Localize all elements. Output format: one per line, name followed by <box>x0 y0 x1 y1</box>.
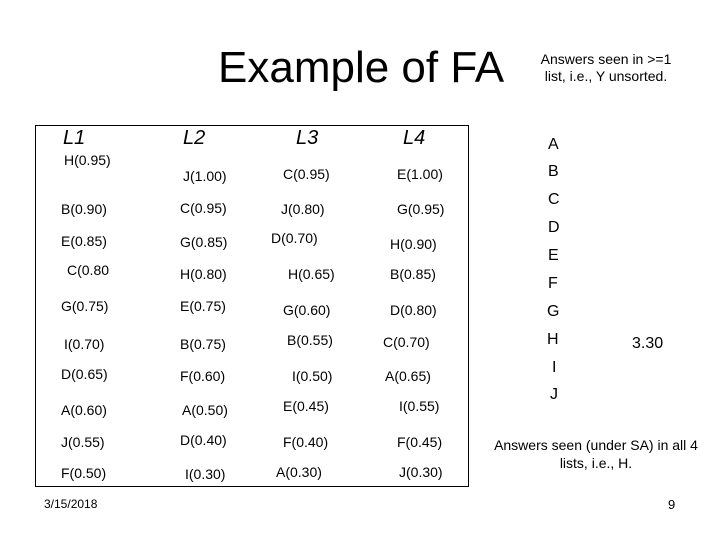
note-seen-all-lists: Answers seen (under SA) in all 4 lists, … <box>494 437 698 471</box>
l3-entry: B(0.55) <box>287 332 333 348</box>
l1-entry: J(0.55) <box>61 434 105 450</box>
seen-letter: H <box>547 331 559 348</box>
l2-entry: E(0.75) <box>180 298 226 314</box>
l2-entry: C(0.95) <box>180 200 227 216</box>
l3-entry: E(0.45) <box>283 398 329 414</box>
header-l2: L2 <box>183 127 206 149</box>
l1-entry: D(0.65) <box>61 366 108 382</box>
l3-entry: A(0.30) <box>276 464 322 480</box>
aggregate-score: 3.30 <box>632 335 664 352</box>
header-l4: L4 <box>403 127 426 149</box>
seen-letter: I <box>552 359 557 376</box>
seen-letter: D <box>548 219 560 236</box>
l1-entry: B(0.90) <box>61 201 107 217</box>
l4-entry: D(0.80) <box>390 302 437 318</box>
seen-letter: J <box>550 386 558 403</box>
l4-entry: F(0.45) <box>397 434 443 450</box>
l2-entry: B(0.75) <box>180 336 226 352</box>
l1-entry: F(0.50) <box>61 465 107 481</box>
l1-entry: I(0.70) <box>64 336 105 352</box>
l2-entry: A(0.50) <box>182 402 228 418</box>
seen-letter: F <box>548 275 558 292</box>
l4-entry: G(0.95) <box>397 201 445 217</box>
l1-entry: A(0.60) <box>61 402 107 418</box>
lists-table-frame <box>35 125 469 487</box>
seen-letter: C <box>548 191 560 208</box>
l1-entry: G(0.75) <box>61 298 109 314</box>
l3-entry: J(0.80) <box>281 201 325 217</box>
l4-entry: E(1.00) <box>397 166 443 182</box>
l2-entry: G(0.85) <box>180 234 228 250</box>
header-l3: L3 <box>296 127 319 149</box>
l4-entry: J(0.30) <box>399 464 443 480</box>
l4-entry: C(0.70) <box>383 334 430 350</box>
l4-entry: I(0.55) <box>399 398 440 414</box>
header-l1: L1 <box>63 127 86 149</box>
l1-entry: E(0.85) <box>61 233 107 249</box>
l2-entry: I(0.30) <box>185 466 226 482</box>
l1-entry: C(0.80 <box>67 262 110 278</box>
l3-entry: I(0.50) <box>292 368 333 384</box>
note-seen-any-list: Answers seen in >=1 list, i.e., Y unsort… <box>540 51 672 84</box>
slide-title: Example of FA <box>218 43 505 92</box>
l2-entry: H(0.80) <box>180 266 227 282</box>
l3-entry: F(0.40) <box>283 434 329 450</box>
seen-letter: E <box>548 247 559 264</box>
seen-letter: B <box>548 163 559 180</box>
l2-entry: D(0.40) <box>180 432 227 448</box>
l2-entry: J(1.00) <box>183 168 227 184</box>
l2-entry: F(0.60) <box>180 368 226 384</box>
l1-entry: H(0.95) <box>64 152 111 168</box>
l4-entry: A(0.65) <box>385 368 431 384</box>
slide-date: 3/15/2018 <box>44 497 98 511</box>
l3-entry: D(0.70) <box>271 230 318 246</box>
l4-entry: H(0.90) <box>390 236 437 252</box>
l3-entry: G(0.60) <box>283 302 331 318</box>
page-number: 9 <box>668 497 676 512</box>
l3-entry: H(0.65) <box>288 266 335 282</box>
l4-entry: B(0.85) <box>390 266 436 282</box>
seen-letter: A <box>548 136 559 153</box>
seen-letter: G <box>547 303 560 320</box>
l3-entry: C(0.95) <box>283 166 330 182</box>
